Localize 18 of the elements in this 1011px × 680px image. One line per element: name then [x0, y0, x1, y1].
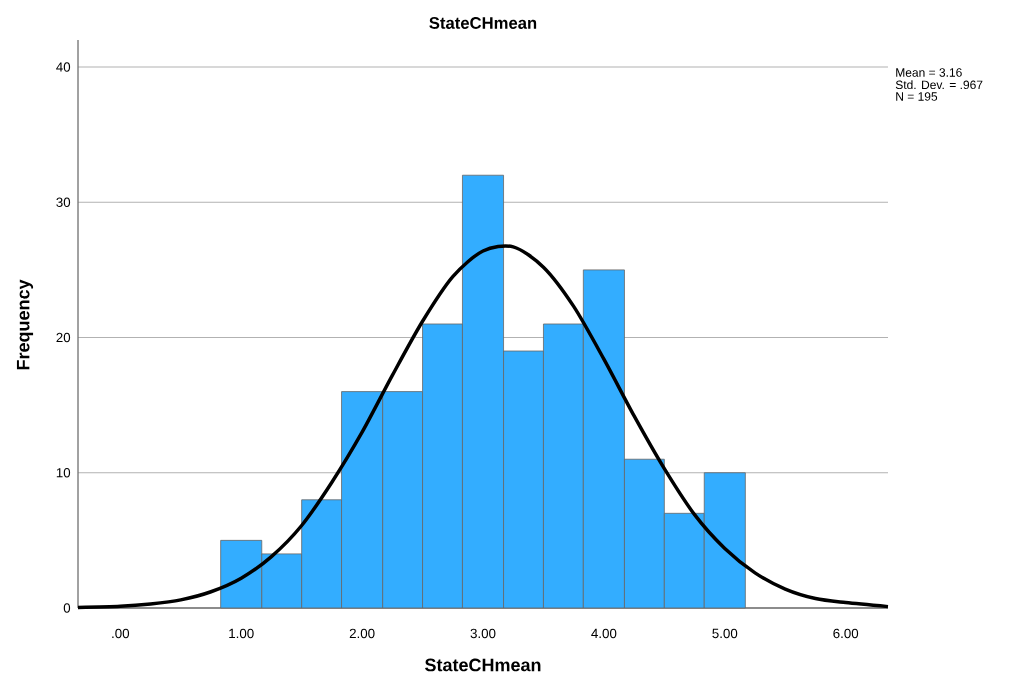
text: Std. Dev. = .967: [895, 80, 983, 90]
x-axis-title: StateCHmean: [425, 658, 541, 672]
x-tick-label: 6.00: [833, 628, 859, 639]
chart-title: StateCHmean: [429, 17, 537, 29]
x-tick-label: 3.00: [470, 628, 496, 639]
y-tick-label: 0: [63, 603, 71, 613]
y-tick-label: 20: [56, 332, 71, 343]
x-tick-label: 4.00: [591, 628, 617, 639]
y-axis-title: Frequency: [16, 279, 34, 370]
x-tick-label: 2.00: [349, 628, 375, 639]
text: N = 195: [896, 92, 938, 101]
y-tick-label: 30: [56, 197, 71, 207]
y-tick-label: 40: [56, 62, 71, 72]
x-tick-label: 1.00: [229, 628, 254, 639]
x-tick-label: .00: [112, 628, 130, 639]
x-tick-label: 5.00: [712, 628, 738, 639]
y-tick-label: 10: [56, 468, 71, 478]
text: Mean = 3.16: [896, 68, 962, 77]
